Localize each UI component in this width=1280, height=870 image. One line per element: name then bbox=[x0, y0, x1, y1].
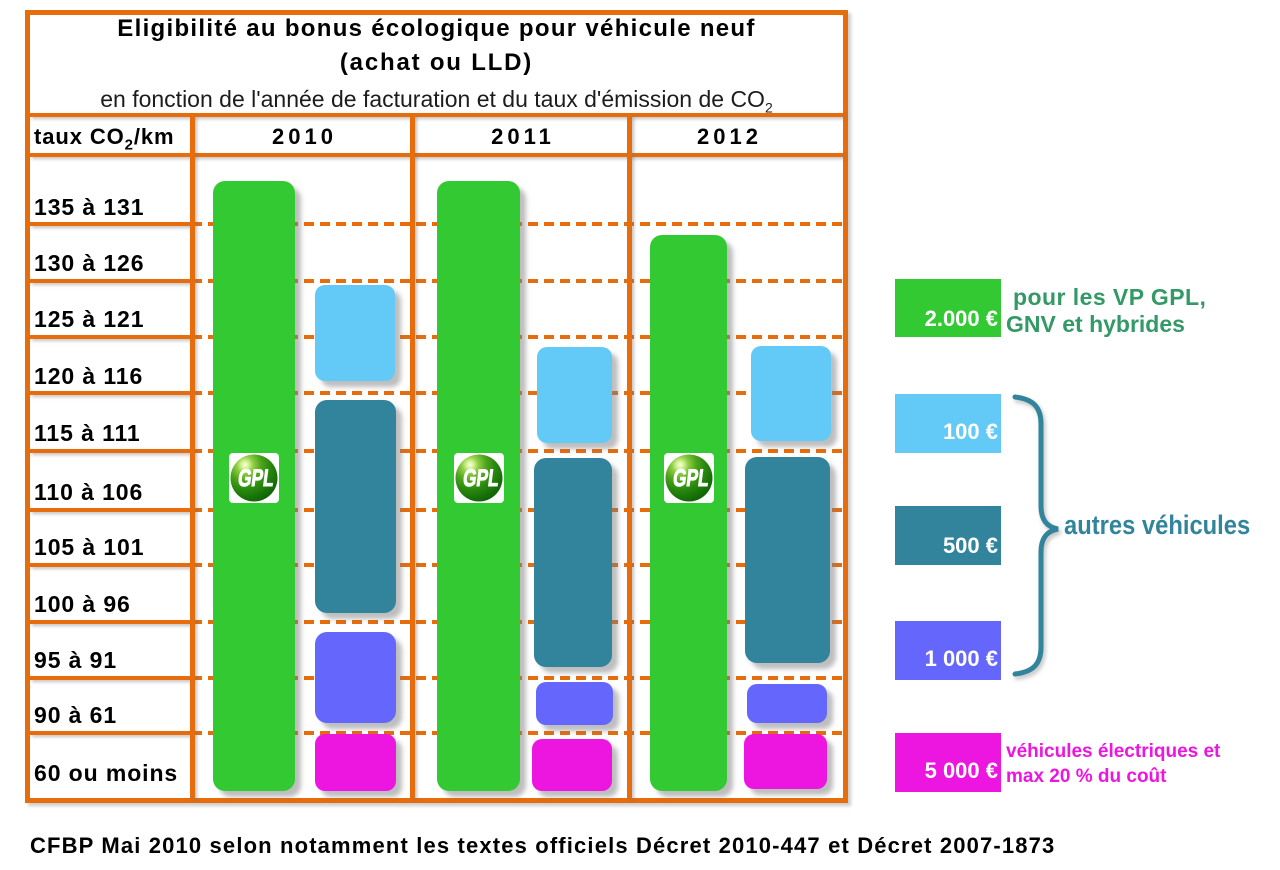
svg-text:GPL: GPL bbox=[237, 465, 276, 491]
svg-text:GPL: GPL bbox=[462, 465, 501, 491]
svg-text:GPL: GPL bbox=[672, 465, 711, 491]
